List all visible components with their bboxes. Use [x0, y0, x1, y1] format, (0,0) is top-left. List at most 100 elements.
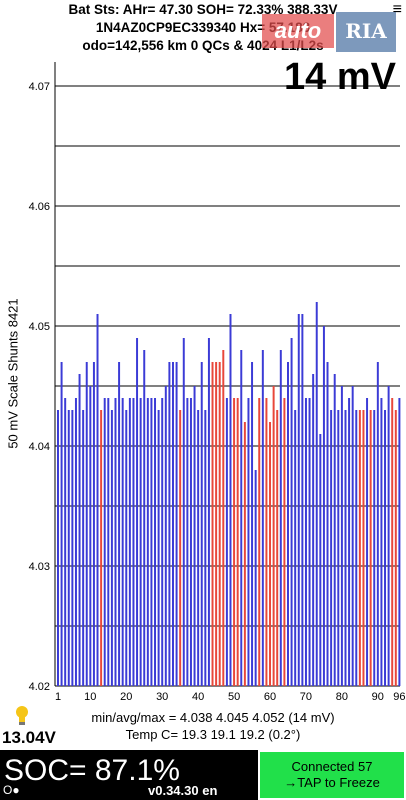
soc-panel: SOC= 87.1% O● v0.34.30 en — [0, 750, 258, 800]
x-tick-label: 1 — [55, 691, 61, 703]
y-tick-label: 4.04 — [29, 441, 50, 453]
cell-bar — [103, 398, 106, 686]
cell-bar — [118, 362, 121, 686]
cell-bar — [387, 386, 390, 686]
cell-bar — [297, 314, 300, 686]
cell-bar — [161, 398, 164, 686]
connect-status: Connected 57 — [291, 759, 373, 774]
cell-bar — [175, 362, 178, 686]
x-tick-label: 90 — [372, 691, 384, 703]
cell-bar — [67, 410, 70, 686]
cell-bar — [100, 410, 103, 686]
y-tick-label: 4.05 — [29, 321, 50, 333]
cell-bar — [157, 410, 160, 686]
cell-bar — [215, 362, 218, 686]
y-tick-label: 4.06 — [29, 201, 50, 213]
aux-battery-voltage: 13.04V — [2, 728, 56, 747]
cell-bar — [301, 314, 304, 686]
cell-bar — [358, 410, 361, 686]
min-avg-max-stats: min/avg/max = 4.038 4.045 4.052 (14 mV) — [91, 710, 335, 725]
cell-voltage-chart[interactable]: 4.02 4.03 4.04 4.05 4.06 4.07 1 10 20 30 40 50 60 70… — [0, 0, 406, 720]
cell-bar — [57, 410, 59, 686]
cell-bar — [315, 302, 318, 686]
cell-bar — [272, 386, 275, 686]
x-tick-label: 70 — [300, 691, 312, 703]
cell-bar — [265, 398, 268, 686]
connect-freeze-button[interactable]: Connected 57 →TAP to Freeze — [260, 752, 404, 798]
x-tick-label: 80 — [336, 691, 348, 703]
x-tick-labels: 1 10 20 30 40 50 60 70 80 90 96 — [55, 691, 406, 703]
cell-bar — [369, 410, 372, 686]
cell-bar — [189, 398, 192, 686]
cell-bar — [319, 434, 322, 686]
state-of-charge: SOC= 87.1% — [4, 754, 180, 787]
x-tick-label: 60 — [264, 691, 276, 703]
cell-bar — [92, 362, 95, 686]
cell-bar — [96, 314, 99, 686]
cell-bar — [82, 410, 85, 686]
cell-bar — [150, 398, 153, 686]
cell-bar — [107, 398, 110, 686]
cell-bar — [240, 350, 243, 686]
cell-bar — [362, 410, 365, 686]
cell-bar — [193, 386, 196, 686]
y-tick-label: 4.02 — [29, 681, 50, 693]
cell-bar — [261, 350, 264, 686]
cell-bar — [168, 362, 171, 686]
watermark-logo: auto RIA — [262, 12, 396, 52]
cell-bar — [308, 398, 311, 686]
x-tick-label: 50 — [228, 691, 240, 703]
cell-bar — [172, 362, 174, 686]
tap-to-freeze-label: →TAP to Freeze — [284, 775, 380, 790]
cell-bar — [258, 398, 261, 686]
cell-bar — [89, 386, 92, 686]
cell-bar — [218, 362, 221, 686]
cell-bar — [182, 338, 185, 686]
cell-bar — [279, 350, 282, 686]
x-tick-label: 96 — [393, 691, 405, 703]
cell-bar — [154, 398, 157, 686]
cell-bar — [251, 362, 254, 686]
cell-bar — [254, 470, 257, 686]
cell-bar — [146, 398, 149, 686]
cell-bar — [204, 410, 207, 686]
cell-bar — [247, 398, 250, 686]
cell-bar — [290, 338, 293, 686]
cell-bar — [64, 398, 67, 686]
cell-bar — [186, 398, 189, 686]
watermark-left: auto — [262, 14, 334, 48]
cell-bar — [373, 410, 376, 686]
x-tick-label: 10 — [84, 691, 96, 703]
cell-bar — [211, 362, 214, 686]
lightbulb-icon[interactable] — [14, 705, 30, 727]
cell-bar — [326, 362, 329, 686]
cell-bar — [394, 410, 397, 686]
vin-line: 1N4AZ0CP9EC339340 Hx= 57.183 — [95, 20, 311, 35]
cell-bar — [78, 374, 81, 686]
y-tick-label: 4.07 — [29, 81, 50, 93]
cell-bar — [312, 374, 315, 686]
cell-bar — [85, 362, 88, 686]
cell-bar — [125, 410, 128, 686]
cell-bar — [60, 362, 63, 686]
cell-bar — [355, 410, 358, 686]
cell-bar — [139, 398, 142, 686]
x-tick-label: 30 — [156, 691, 168, 703]
cell-bar — [132, 398, 135, 686]
cell-bar — [294, 410, 297, 686]
cell-bar — [136, 338, 139, 686]
cell-bar — [225, 398, 228, 686]
cell-bar — [283, 398, 286, 686]
cell-bar — [71, 410, 74, 686]
y-tick-label: 4.03 — [29, 561, 50, 573]
cell-bar — [233, 398, 236, 686]
cell-bar — [269, 422, 272, 686]
cell-bar — [229, 314, 232, 686]
battery-status-line: Bat Sts: AHr= 47.30 SOH= 72.33% 388.33V — [68, 2, 338, 17]
menu-icon[interactable]: ≡ — [392, 1, 402, 18]
cell-bar — [384, 410, 387, 686]
temperature-stats: Temp C= 19.3 19.1 19.2 (0.2°) — [125, 727, 301, 742]
scale-label: 14 mV — [284, 56, 396, 98]
cell-bar — [287, 362, 289, 686]
cell-bar — [128, 398, 131, 686]
